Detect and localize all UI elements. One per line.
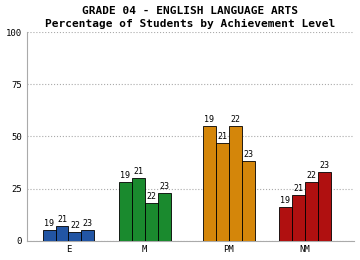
Bar [318,172,331,240]
Text: 21: 21 [57,215,67,224]
Bar [305,182,318,240]
Text: 22: 22 [146,192,156,201]
Text: 22: 22 [230,115,240,124]
Bar [203,126,216,240]
Text: 19: 19 [280,196,291,205]
Bar [242,161,255,240]
Bar [216,143,229,240]
Text: 23: 23 [319,161,329,170]
Bar [279,207,292,240]
Bar [158,193,171,240]
Bar [42,230,55,240]
Text: 21: 21 [217,132,227,141]
Bar [229,126,242,240]
Bar [292,195,305,241]
Text: 21: 21 [133,167,143,176]
Text: 22: 22 [70,221,80,230]
Text: 22: 22 [306,171,316,180]
Text: 19: 19 [120,171,130,180]
Bar [145,203,158,240]
Bar [119,182,132,240]
Bar [132,178,145,241]
Text: 23: 23 [159,181,169,191]
Text: 21: 21 [293,184,303,193]
Text: 19: 19 [44,219,54,228]
Text: 23: 23 [83,219,93,228]
Bar [68,232,81,240]
Text: 23: 23 [243,150,253,159]
Title: GRADE 04 - ENGLISH LANGUAGE ARTS
Percentage of Students by Achievement Level: GRADE 04 - ENGLISH LANGUAGE ARTS Percent… [45,5,336,29]
Bar [55,226,68,240]
Bar [81,230,94,240]
Text: 19: 19 [204,115,214,124]
